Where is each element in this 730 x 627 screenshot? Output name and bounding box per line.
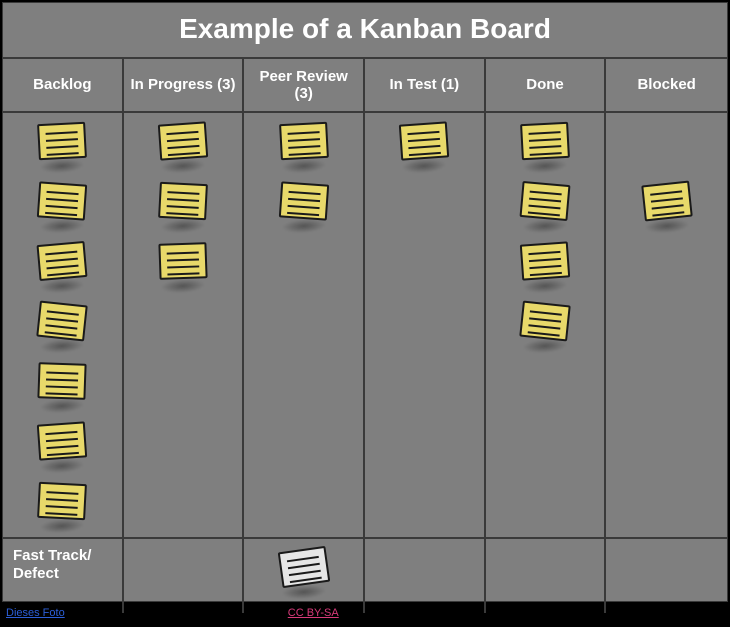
note-icon — [37, 482, 87, 520]
note-icon — [38, 362, 87, 400]
note-icon — [37, 181, 87, 220]
card-shadow — [157, 219, 209, 233]
ft-lane-3 — [365, 539, 486, 613]
note-icon — [37, 421, 87, 460]
lane-backlog — [3, 113, 124, 539]
kanban-card — [32, 121, 92, 177]
lane-peer-review — [244, 113, 365, 539]
kanban-card — [515, 121, 575, 177]
ft-lane-1 — [124, 539, 245, 613]
note-icon — [158, 121, 208, 160]
kanban-card — [32, 301, 92, 357]
note-icon — [520, 122, 570, 160]
ft-lane-2 — [244, 539, 365, 613]
lane-blocked — [606, 113, 727, 539]
note-icon — [279, 122, 329, 160]
card-shadow — [36, 459, 88, 473]
kanban-card — [153, 181, 213, 237]
card-shadow — [36, 519, 88, 533]
card-shadow — [278, 159, 330, 173]
kanban-card — [515, 241, 575, 297]
note-icon — [37, 301, 89, 342]
kanban-card — [153, 121, 213, 177]
col-header-peer-review: Peer Review (3) — [244, 59, 365, 113]
card-shadow — [36, 159, 88, 173]
note-icon — [520, 241, 570, 280]
col-header-in-test: In Test (1) — [365, 59, 486, 113]
note-icon — [399, 121, 449, 160]
col-header-backlog: Backlog — [3, 59, 124, 113]
kanban-card — [394, 121, 454, 177]
card-shadow — [519, 279, 571, 293]
ft-lane-4 — [486, 539, 607, 613]
card-shadow — [519, 159, 571, 173]
kanban-card — [32, 421, 92, 477]
kanban-card — [153, 241, 213, 297]
note-icon — [37, 122, 87, 160]
kanban-card — [515, 301, 575, 357]
lane-in-progress — [124, 113, 245, 539]
lane-done — [486, 113, 607, 539]
card-shadow — [36, 219, 88, 233]
board-grid: Backlog In Progress (3) Peer Review (3) … — [3, 57, 727, 613]
board-title: Example of a Kanban Board — [3, 3, 727, 57]
kanban-card — [637, 181, 697, 237]
card-shadow — [398, 159, 450, 173]
note-icon — [277, 546, 330, 588]
note-icon — [641, 181, 693, 222]
note-icon — [519, 301, 571, 342]
card-shadow — [157, 279, 209, 293]
ft-lane-5 — [606, 539, 727, 613]
col-header-blocked: Blocked — [606, 59, 727, 113]
kanban-card — [32, 361, 92, 417]
kanban-card — [515, 181, 575, 237]
card-shadow — [519, 219, 571, 233]
kanban-card — [274, 121, 334, 177]
kanban-card — [32, 241, 92, 297]
kanban-card — [32, 481, 92, 537]
col-header-in-progress: In Progress (3) — [124, 59, 245, 113]
card-shadow — [36, 399, 88, 413]
card-shadow — [278, 219, 330, 233]
note-icon — [158, 242, 207, 280]
kanban-card — [274, 547, 334, 603]
kanban-card — [274, 181, 334, 237]
card-shadow — [36, 279, 88, 293]
card-shadow — [641, 219, 693, 233]
kanban-board: Example of a Kanban Board Backlog In Pro… — [2, 2, 728, 602]
note-icon — [158, 182, 208, 220]
col-header-done: Done — [486, 59, 607, 113]
note-icon — [278, 181, 328, 220]
card-shadow — [157, 159, 209, 173]
note-icon — [37, 241, 88, 281]
kanban-card — [32, 181, 92, 237]
note-icon — [520, 181, 571, 221]
fast-track-label: Fast Track/ Defect — [3, 539, 124, 613]
lane-in-test — [365, 113, 486, 539]
